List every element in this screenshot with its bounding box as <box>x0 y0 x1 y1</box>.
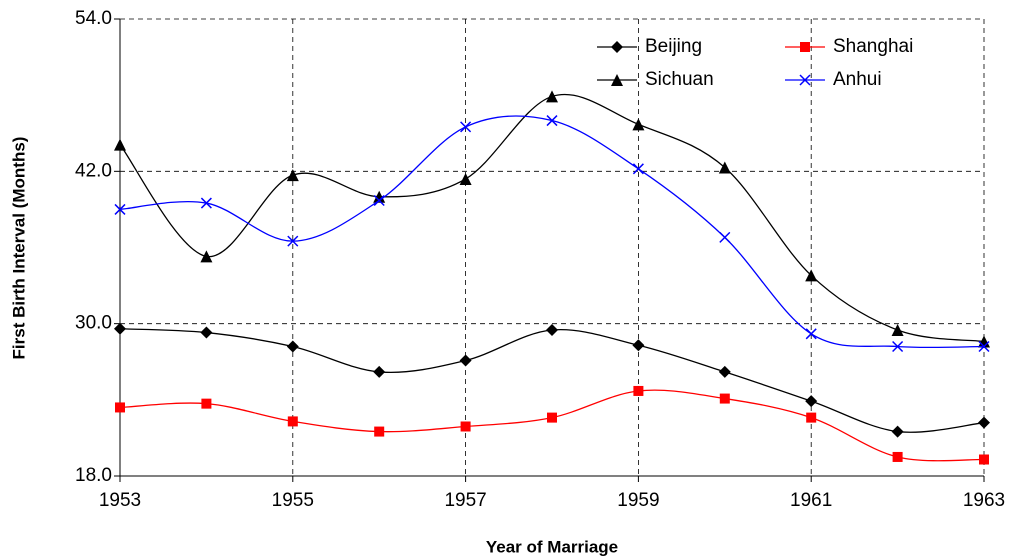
data-point <box>719 393 730 404</box>
data-point <box>805 328 817 340</box>
data-point <box>892 451 903 462</box>
data-point <box>286 169 299 182</box>
data-point <box>891 425 904 438</box>
series-line <box>119 115 985 349</box>
data-point <box>460 421 471 432</box>
data-point <box>892 340 904 353</box>
data-point <box>546 324 558 337</box>
data-point <box>547 412 557 423</box>
x-tick-label: 1955 <box>272 490 314 511</box>
data-point <box>114 322 126 335</box>
legend-label: Anhui <box>833 69 882 90</box>
data-point <box>632 118 645 131</box>
x-tick-label: 1961 <box>790 490 832 511</box>
data-point <box>891 324 904 337</box>
y-tick-label: 54.0 <box>75 8 112 29</box>
data-point <box>546 115 558 127</box>
legend-marker <box>611 41 623 53</box>
data-point <box>200 250 213 263</box>
x-tick-label: 1957 <box>444 490 486 511</box>
data-point <box>460 121 472 133</box>
data-point <box>632 339 645 352</box>
data-point <box>286 340 299 353</box>
data-point <box>718 365 731 378</box>
legend-marker <box>799 74 811 86</box>
data-point <box>373 190 386 203</box>
data-point <box>978 340 990 353</box>
data-point <box>373 195 385 207</box>
data-point <box>632 163 644 175</box>
data-point <box>200 326 213 339</box>
data-point <box>546 90 558 103</box>
data-point <box>633 385 644 396</box>
data-point <box>806 412 817 423</box>
data-point <box>201 398 212 409</box>
data-point <box>459 172 472 185</box>
data-point <box>287 235 299 247</box>
data-point <box>374 426 385 437</box>
y-tick-label: 18.0 <box>75 465 112 486</box>
legend-marker <box>611 74 623 86</box>
data-point <box>978 416 990 429</box>
data-point <box>114 203 126 215</box>
data-point <box>805 395 818 408</box>
data-point <box>115 402 125 413</box>
data-point <box>719 231 731 243</box>
data-point <box>287 416 298 427</box>
legend-label: Shanghai <box>833 36 913 57</box>
y-tick-label: 30.0 <box>75 313 112 334</box>
y-axis-label: First Birth Interval (Months) <box>9 137 28 360</box>
series-line <box>119 389 985 462</box>
data-point <box>718 161 731 174</box>
legend-marker <box>800 42 810 52</box>
x-tick-label: 1959 <box>617 490 659 511</box>
data-point <box>979 454 989 465</box>
data-point <box>459 354 472 367</box>
y-tick-label: 42.0 <box>75 160 112 181</box>
x-axis-label: Year of Marriage <box>486 537 618 556</box>
x-tick-label: 1963 <box>963 490 1005 511</box>
legend-label: Beijing <box>645 36 702 57</box>
data-point <box>200 197 212 209</box>
data-point <box>373 365 386 378</box>
data-point <box>114 138 126 151</box>
legend-label: Sichuan <box>645 69 714 90</box>
x-tick-label: 1953 <box>99 490 141 511</box>
series-line <box>119 94 985 343</box>
data-point <box>805 269 818 282</box>
